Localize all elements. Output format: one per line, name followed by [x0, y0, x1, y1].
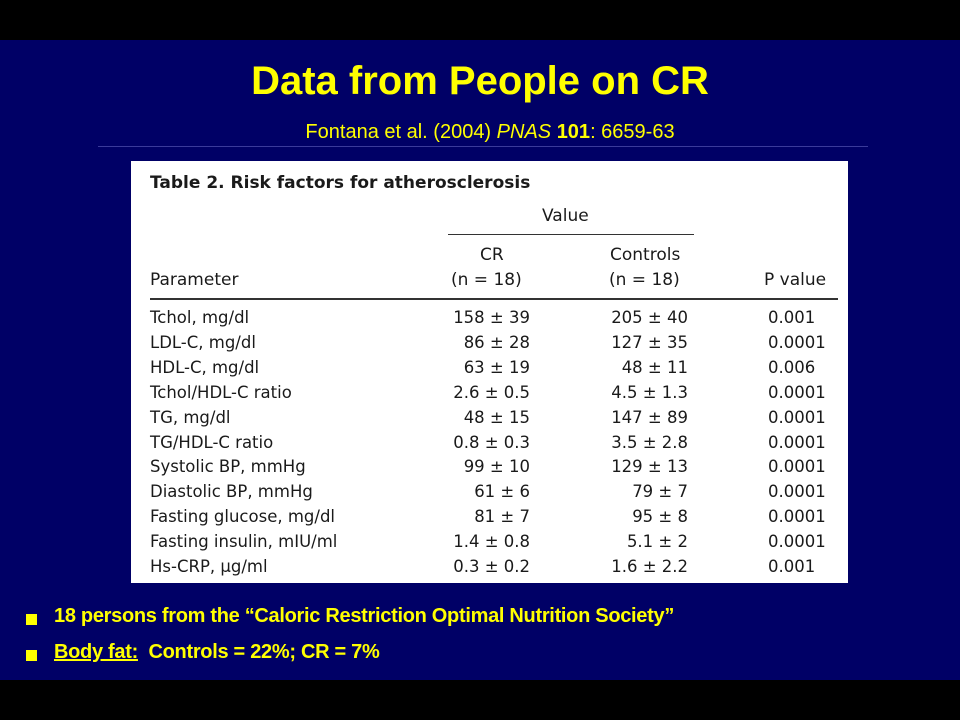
value-rule: [448, 234, 694, 235]
table-row: TG/HDL-C ratio 0.8 ± 0.3 3.5 ± 2.8 0.0001: [131, 433, 848, 458]
row-parameter: Tchol, mg/dl: [150, 308, 250, 327]
table-row: Tchol, mg/dl 158 ± 39 205 ± 40 0.001: [131, 308, 848, 333]
row-cr-value: 81 ± 7: [474, 507, 530, 527]
row-parameter: Diastolic BP, mmHg: [150, 482, 313, 502]
row-controls-value: 127 ± 35: [611, 332, 688, 352]
bullet-text: 18 persons from the “Caloric Restriction…: [54, 605, 675, 627]
table-row: Diastolic BP, mmHg 61 ± 6 79 ± 7 0.0001: [131, 482, 848, 507]
row-controls-value: 1.6 ± 2.2: [611, 557, 688, 576]
body-fat-label: Body fat:: [54, 641, 138, 663]
row-controls-value: 4.5 ± 1.3: [611, 382, 688, 402]
table-row: HDL-C, mg/dl 63 ± 19 48 ± 11 0.006: [131, 358, 848, 383]
header-parameter: Parameter: [150, 270, 239, 290]
row-p-value: 0.006: [768, 357, 816, 377]
header-cr: CR: [480, 245, 504, 265]
row-cr-value: 63 ± 19: [463, 357, 530, 377]
square-bullet-icon: [26, 614, 37, 625]
row-cr-value: 86 ± 28: [463, 332, 530, 352]
citation-authors: Fontana et al. (2004): [305, 121, 497, 143]
row-p-value: 0.0001: [768, 532, 826, 552]
bullet-text: Body fat: Controls = 22%; CR = 7%: [54, 641, 380, 664]
row-parameter: Fasting glucose, mg/dl: [150, 507, 335, 527]
row-controls-value: 129 ± 13: [611, 457, 688, 477]
row-parameter: Tchol/HDL-C ratio: [150, 382, 292, 402]
header-controls-n: (n = 18): [609, 270, 680, 290]
row-p-value: 0.0001: [768, 332, 826, 352]
header-controls: Controls: [610, 245, 681, 265]
table-caption: Table 2. Risk factors for atherosclerosi…: [150, 173, 531, 193]
header-rule: [150, 298, 838, 300]
row-parameter: TG, mg/dl: [150, 407, 231, 427]
title-divider: [98, 146, 868, 147]
row-cr-value: 2.6 ± 0.5: [453, 382, 530, 402]
row-p-value: 0.0001: [768, 507, 826, 527]
table-row: Hs-CRP, μg/ml 0.3 ± 0.2 1.6 ± 2.2 0.001: [131, 557, 848, 582]
square-bullet-icon: [26, 650, 37, 661]
table-row: TG, mg/dl 48 ± 15 147 ± 89 0.0001: [131, 408, 848, 433]
citation-pages: : 6659-63: [590, 121, 675, 143]
row-p-value: 0.0001: [768, 482, 826, 502]
row-controls-value: 95 ± 8: [632, 507, 688, 527]
table-row: Systolic BP, mmHg 99 ± 10 129 ± 13 0.0001: [131, 457, 848, 482]
row-parameter: Hs-CRP, μg/ml: [150, 557, 268, 576]
row-controls-value: 48 ± 11: [621, 357, 688, 377]
row-p-value: 0.0001: [768, 432, 826, 452]
citation: Fontana et al. (2004) PNAS 101: 6659-63: [0, 120, 960, 144]
row-p-value: 0.0001: [768, 407, 826, 427]
row-cr-value: 158 ± 39: [453, 308, 530, 327]
table-row: Fasting insulin, mIU/ml 1.4 ± 0.8 5.1 ± 2 0…: [131, 532, 848, 557]
row-controls-value: 5.1 ± 2: [626, 532, 688, 552]
table-row: Fasting glucose, mg/dl 81 ± 7 95 ± 8 0.0001: [131, 507, 848, 532]
row-parameter: LDL-C, mg/dl: [150, 332, 256, 352]
row-p-value: 0.001: [768, 557, 816, 576]
row-cr-value: 0.8 ± 0.3: [453, 432, 530, 452]
row-p-value: 0.0001: [768, 457, 826, 477]
row-parameter: TG/HDL-C ratio: [150, 432, 274, 452]
row-cr-value: 61 ± 6: [474, 482, 530, 502]
value-header: Value: [542, 206, 589, 226]
header-p-value: P value: [764, 270, 827, 290]
row-cr-value: 99 ± 10: [463, 457, 530, 477]
row-p-value: 0.001: [768, 308, 816, 327]
row-cr-value: 1.4 ± 0.8: [453, 532, 530, 552]
slide: Data from People on CR Fontana et al. (2…: [0, 40, 960, 680]
row-parameter: Fasting insulin, mIU/ml: [150, 532, 338, 552]
risk-factors-table: Table 2. Risk factors for atherosclerosi…: [131, 161, 848, 583]
slide-title: Data from People on CR: [251, 59, 709, 103]
row-controls-value: 205 ± 40: [611, 308, 688, 327]
header-cr-n: (n = 18): [451, 270, 522, 290]
row-parameter: Systolic BP, mmHg: [150, 457, 306, 477]
citation-volume: 101: [556, 121, 591, 143]
row-controls-value: 147 ± 89: [611, 407, 688, 427]
table-row: Tchol/HDL-C ratio 2.6 ± 0.5 4.5 ± 1.3 0.000…: [131, 383, 848, 408]
row-controls-value: 3.5 ± 2.8: [611, 432, 688, 452]
row-cr-value: 48 ± 15: [463, 407, 530, 427]
row-parameter: HDL-C, mg/dl: [150, 357, 260, 377]
table-row: LDL-C, mg/dl 86 ± 28 127 ± 35 0.0001: [131, 333, 848, 358]
row-controls-value: 79 ± 7: [632, 482, 688, 502]
citation-journal: PNAS: [496, 121, 552, 143]
row-cr-value: 0.3 ± 0.2: [453, 557, 530, 576]
row-p-value: 0.0001: [768, 382, 826, 402]
body-fat-values: Controls = 22%; CR = 7%: [137, 641, 380, 663]
